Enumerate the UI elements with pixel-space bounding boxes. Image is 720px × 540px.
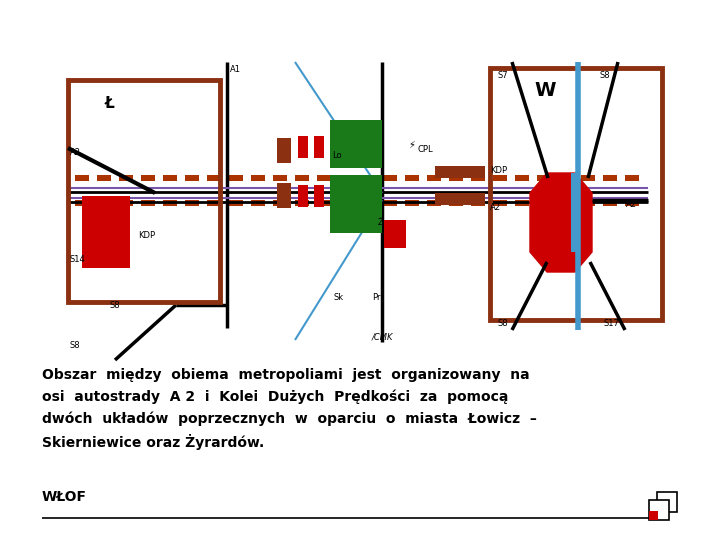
Text: osi  autostrady  A 2  i  Kolei  Dużych  Prędkości  za  pomocą: osi autostrady A 2 i Kolei Dużych Prędko… [42,390,508,404]
Text: Obszar  między  obiema  metropoliami  jest  organizowany  na: Obszar między obiema metropoliami jest o… [42,368,530,382]
Text: dwóch  układów  poprzecznych  w  oparciu  o  miasta  Łowicz  –: dwóch układów poprzecznych w oparciu o m… [42,412,537,427]
Bar [141,200,155,206]
Bar [317,200,331,206]
Bar [251,175,265,181]
Bar [317,175,331,181]
Bar [75,200,89,206]
Bar [625,175,639,181]
Text: ⚡: ⚡ [408,140,415,150]
Bar [471,175,485,181]
Bar [277,138,291,163]
Bar [383,200,397,206]
Bar [449,175,463,181]
Bar [75,175,89,181]
Bar [603,175,617,181]
Text: Skierniewice oraz Żyrardów.: Skierniewice oraz Żyrardów. [42,434,264,450]
Bar [515,175,529,181]
Text: Ż: Ż [378,218,384,227]
Text: S14: S14 [70,255,86,264]
Bar [537,200,551,206]
Text: Ł: Ł [105,96,115,111]
Bar [314,185,324,207]
Bar [298,136,308,158]
Bar [427,200,441,206]
Bar [405,175,419,181]
Bar [82,196,130,268]
Bar [571,173,578,252]
Bar [490,68,662,320]
Bar [207,175,221,181]
Text: Pr: Pr [372,293,380,302]
Bar [207,200,221,206]
Bar [163,200,177,206]
Bar [603,200,617,206]
Bar [163,175,177,181]
Text: S8: S8 [600,71,611,80]
Bar [185,200,199,206]
Bar [537,175,551,181]
Bar [229,200,243,206]
Bar [649,511,658,520]
Bar [185,175,199,181]
Text: S8: S8 [497,319,508,328]
Bar [559,175,573,181]
Bar [361,175,375,181]
Bar [119,175,133,181]
Bar [141,175,155,181]
Bar [229,175,243,181]
Bar [493,200,507,206]
Text: /CMK: /CMK [372,333,394,342]
Bar [339,200,353,206]
Bar [657,492,677,512]
Bar [427,175,441,181]
Bar [361,200,375,206]
Bar [97,175,111,181]
Text: S8: S8 [70,341,81,350]
Bar [383,175,397,181]
Text: KDP: KDP [490,166,507,175]
Text: Sk: Sk [333,293,343,302]
Bar [471,200,485,206]
Bar [435,166,485,178]
Bar [493,175,507,181]
Bar [405,200,419,206]
Bar [581,200,595,206]
Text: S8: S8 [110,301,121,310]
Text: A2: A2 [70,148,81,157]
Bar [625,200,639,206]
Bar [277,183,291,208]
Bar [339,175,353,181]
Bar [273,175,287,181]
Bar [295,200,309,206]
Bar [449,200,463,206]
Bar [559,200,573,206]
Bar [649,500,669,520]
Text: KDP: KDP [138,231,155,240]
Bar [295,175,309,181]
Text: Lo: Lo [332,151,341,160]
Text: W: W [534,81,556,100]
Text: A2: A2 [490,203,501,212]
Bar [330,175,382,233]
Text: CPL: CPL [418,145,433,154]
Text: S7: S7 [497,71,508,80]
Bar [330,120,382,168]
Bar [314,136,324,158]
Text: A1: A1 [230,65,241,74]
Bar [384,220,406,248]
Polygon shape [530,173,592,272]
Text: S17: S17 [604,319,620,328]
Text: WŁOF: WŁOF [42,490,87,504]
Bar [251,200,265,206]
Bar [68,80,220,302]
Bar [558,173,570,252]
Bar [435,193,485,205]
Bar [515,200,529,206]
Bar [97,200,111,206]
Text: A2: A2 [626,200,637,209]
Bar [119,200,133,206]
Bar [581,175,595,181]
Bar [273,200,287,206]
Bar [298,185,308,207]
